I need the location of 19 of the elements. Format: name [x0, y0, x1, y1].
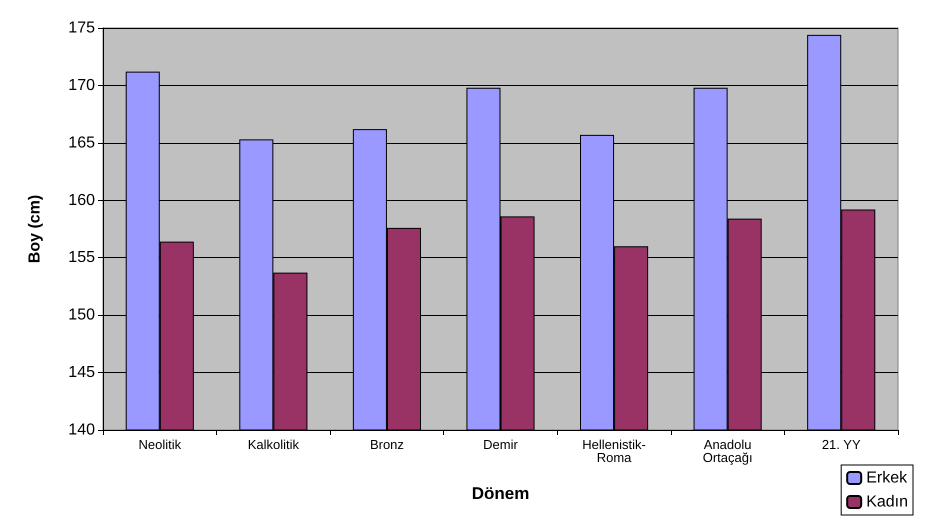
y-tick-label: 165	[68, 134, 96, 152]
y-axis-title: Boy (cm)	[26, 194, 44, 264]
legend-label: Kadın	[866, 494, 908, 510]
y-tick-label: 175	[68, 20, 96, 36]
x-tick-label: Demir	[483, 437, 518, 452]
x-axis-title: Dönem	[472, 484, 530, 503]
y-tick-label: 150	[68, 306, 96, 324]
y-tick-label: 140	[68, 422, 96, 438]
x-tick-label: Kalkolitik	[248, 437, 300, 452]
x-tick-label: Anadolu Ortaçağı	[702, 437, 753, 465]
x-tick-label: Hellenistik- Roma	[582, 437, 646, 465]
y-tick-label: 145	[68, 364, 96, 382]
x-tick-label: Bronz	[370, 437, 404, 452]
y-tick-label: 160	[68, 192, 96, 209]
y-tick-label: 155	[68, 249, 96, 266]
x-tick-label: 21. YY	[822, 437, 861, 452]
legend-label: Erkek	[866, 470, 908, 486]
x-tick-label: Neolitik	[138, 437, 182, 452]
y-tick-label: 170	[68, 76, 96, 94]
